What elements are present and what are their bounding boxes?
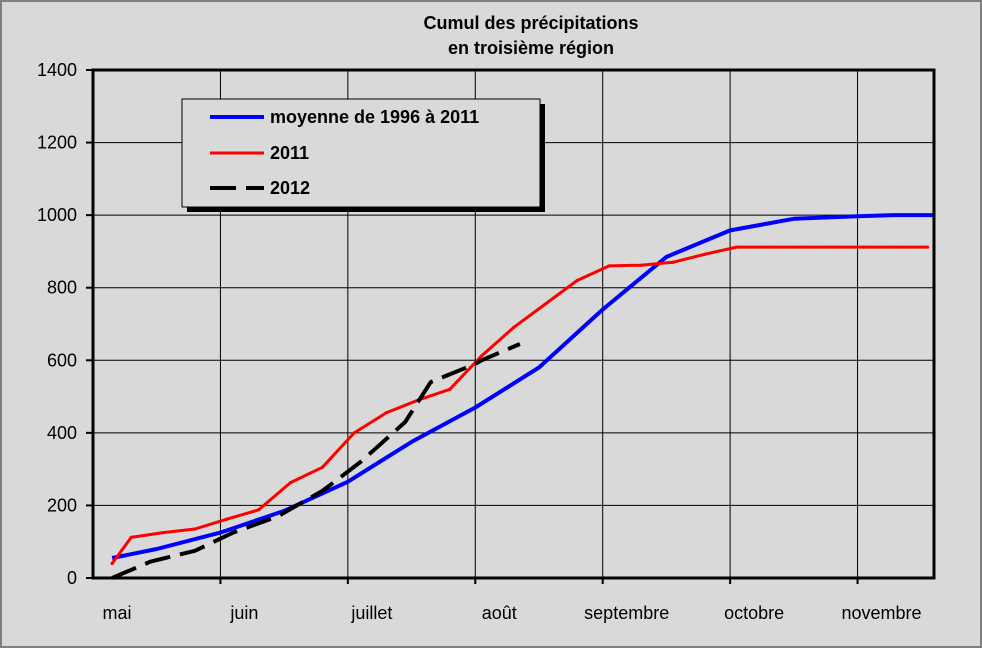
series-point [543, 302, 547, 306]
series-point [129, 535, 133, 539]
y-tick-label: 1200 [37, 133, 77, 153]
y-axis-ticks: 0 200 400 600 800 1000 1200 1400 [37, 60, 93, 588]
x-tick-label: juin [229, 603, 258, 623]
chart-title-line-1: Cumul des précipitations [423, 13, 638, 33]
series-point [671, 260, 675, 264]
series-point [894, 245, 898, 249]
series-point [161, 531, 165, 535]
x-tick-label: septembre [584, 603, 669, 623]
series-point [480, 354, 484, 358]
plot-area-border [91, 68, 936, 580]
series-point [320, 465, 324, 469]
series-point [926, 245, 930, 249]
series-line-1 [110, 245, 928, 565]
series-point [639, 263, 643, 267]
x-tick-label: mai [102, 603, 131, 623]
y-tick-label: 0 [67, 568, 77, 588]
y-tick-label: 800 [47, 278, 77, 298]
series-point [575, 278, 579, 283]
y-tick-label: 600 [47, 350, 77, 370]
legend: moyenne de 1996 à 2011 2011 2012 [181, 98, 545, 212]
x-tick-label: novembre [842, 603, 922, 623]
x-tick-label: octobre [724, 603, 784, 623]
series-point [734, 245, 739, 249]
x-axis-ticks: mai juin juillet août septembre octobre novemb… [102, 578, 922, 623]
legend-label-2012: 2012 [270, 178, 310, 198]
x-tick-label: juillet [350, 603, 392, 623]
series-point [766, 245, 770, 249]
series-point [352, 431, 356, 435]
chart-title-line-2: en troisième région [448, 38, 614, 58]
series-point [862, 245, 866, 249]
series-point [384, 411, 388, 415]
series-point [830, 245, 834, 249]
y-tick-label: 200 [47, 495, 77, 515]
y-tick-label: 1400 [37, 60, 77, 80]
series-point [607, 264, 611, 268]
y-tick-label: 1000 [37, 205, 77, 225]
series-point [110, 561, 114, 566]
legend-label-2011: 2011 [270, 143, 309, 163]
series-point [703, 252, 707, 256]
series-line-2 [111, 342, 521, 580]
x-tick-label: août [482, 603, 517, 623]
series-point [511, 326, 516, 330]
y-tick-label: 400 [47, 423, 77, 443]
series-lines [110, 213, 934, 580]
series-point [225, 517, 229, 521]
series-line-0 [111, 213, 934, 560]
series-point [193, 527, 197, 531]
series-point [288, 480, 293, 485]
series-point [257, 508, 261, 512]
legend-label-moyenne: moyenne de 1996 à 2011 [270, 107, 479, 127]
series-point [448, 387, 452, 391]
series-point [798, 245, 802, 249]
